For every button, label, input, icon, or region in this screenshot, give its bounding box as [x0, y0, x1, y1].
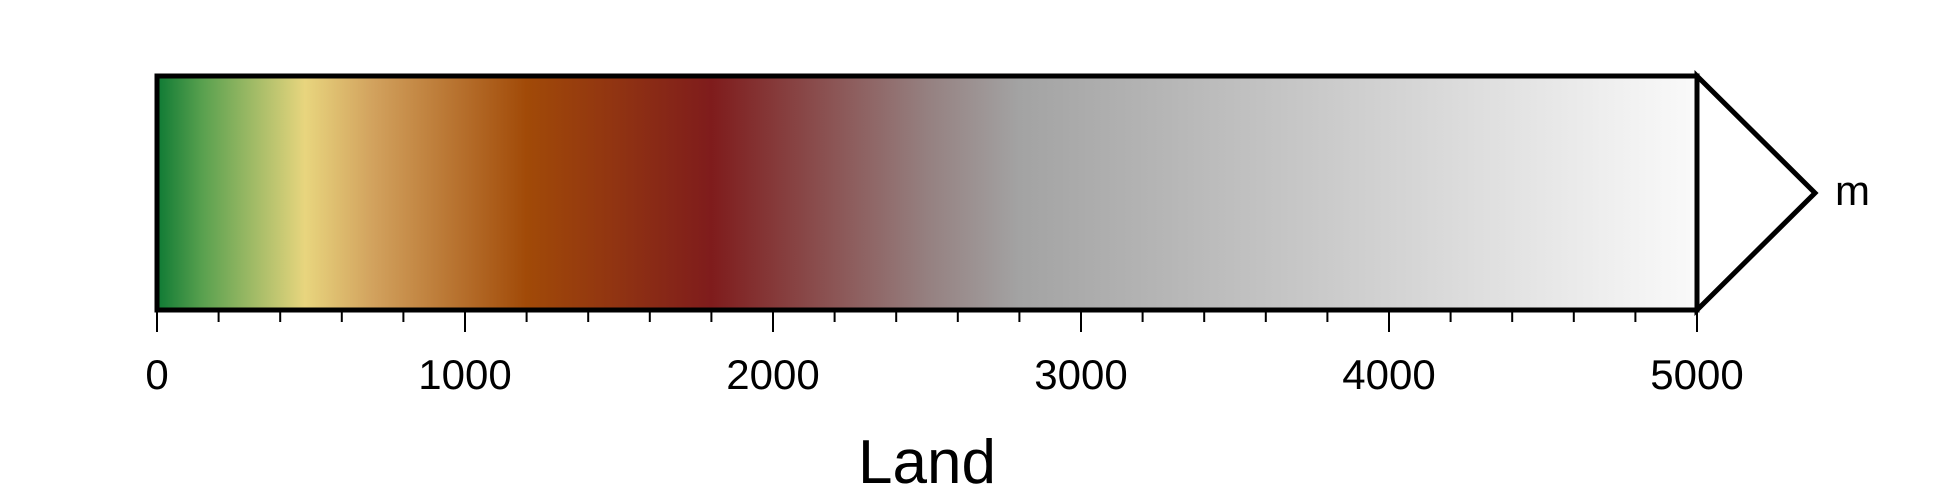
colorbar-max-extension-triangle	[1694, 70, 1819, 316]
colorbar-gradient-fill	[157, 76, 1697, 310]
tick-label-3000: 3000	[1034, 351, 1127, 398]
tick-label-5000: 5000	[1650, 351, 1743, 398]
tick-label-0: 0	[145, 351, 168, 398]
tick-marks	[156, 310, 1698, 332]
colorbar-axis-title: Land	[858, 428, 996, 493]
tick-labels: 0 1000 2000 3000 4000 5000	[145, 351, 1743, 398]
tick-label-2000: 2000	[726, 351, 819, 398]
tick-label-1000: 1000	[418, 351, 511, 398]
colorbar-frame	[154, 73, 1700, 313]
unit-label: m	[1835, 167, 1870, 214]
tick-label-4000: 4000	[1342, 351, 1435, 398]
